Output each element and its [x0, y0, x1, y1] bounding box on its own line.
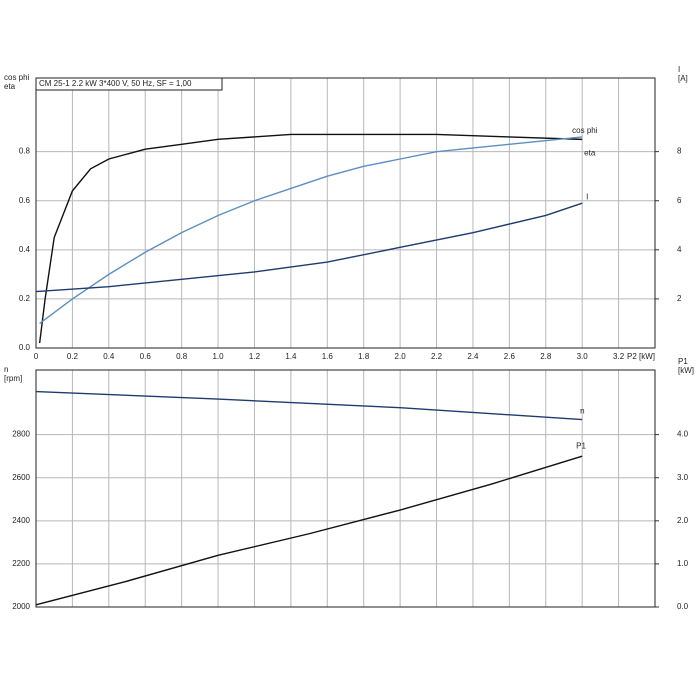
y2-tick-label: 6 [677, 196, 682, 205]
series-line [35, 455, 583, 606]
x-tick-label: 2.0 [395, 352, 407, 361]
series-label: n [580, 407, 584, 416]
y2-tick-label: 1.0 [677, 559, 689, 568]
y-axis-label: [rpm] [4, 374, 22, 383]
x-tick-label: 2.8 [540, 352, 552, 361]
y-tick-label: 0.4 [19, 245, 31, 254]
y2-axis-label: P1 [678, 357, 688, 366]
x-tick-label: 1.4 [285, 352, 297, 361]
series-label: eta [584, 148, 596, 157]
y2-tick-label: 2.0 [677, 516, 689, 525]
x-tick-label: 1.6 [322, 352, 334, 361]
series-label: cos phi [572, 126, 598, 135]
x-tick-label: 1.8 [358, 352, 370, 361]
y-axis-label: eta [4, 82, 16, 91]
y2-axis-label: [kW] [678, 366, 694, 375]
y-tick-label: 0.8 [19, 147, 31, 156]
legend-box [35, 77, 223, 91]
y2-tick-label: 0.0 [677, 602, 689, 611]
x-tick-label: 1.2 [249, 352, 261, 361]
y-axis-label: cos phi [4, 73, 30, 82]
y2-tick-label: 8 [677, 147, 682, 156]
x-tick-label: 2.4 [467, 352, 479, 361]
series-label: P1 [576, 441, 586, 450]
x-tick-label: 0.2 [67, 352, 79, 361]
y-tick-label: 2800 [12, 430, 30, 439]
y2-tick-label: 3.0 [677, 473, 689, 482]
y-tick-label: 2400 [12, 516, 30, 525]
y2-axis-label: I [678, 65, 680, 74]
x-tick-label: 2.6 [504, 352, 516, 361]
series-line [38, 133, 583, 344]
series-line [35, 390, 583, 421]
x-axis-label: P2 [kW] [627, 352, 655, 361]
y-tick-label: 2600 [12, 473, 30, 482]
x-tick-label: 0.4 [103, 352, 115, 361]
y-tick-label: 0.0 [19, 343, 31, 352]
y-tick-label: 2200 [12, 559, 30, 568]
y-tick-label: 2000 [12, 602, 30, 611]
x-tick-label: 3.0 [577, 352, 589, 361]
series-label: I [586, 192, 588, 201]
y-axis-label: n [4, 365, 8, 374]
x-tick-label: 2.2 [431, 352, 443, 361]
series-line [39, 136, 583, 325]
y-tick-label: 0.6 [19, 196, 31, 205]
plot-frame [35, 369, 656, 608]
legend-text: CM 25-1 2.2 kW 3*400 V, 50 Hz, SF = 1,00 [39, 79, 192, 88]
x-tick-label: 1.0 [212, 352, 224, 361]
y2-axis-label: [A] [678, 74, 688, 83]
series-line [35, 202, 583, 293]
y2-tick-label: 4.0 [677, 430, 689, 439]
y2-tick-label: 4 [677, 245, 682, 254]
x-tick-label: 0.6 [140, 352, 152, 361]
x-tick-label: 0.8 [176, 352, 188, 361]
plot-frame [35, 77, 656, 349]
y2-tick-label: 2 [677, 294, 682, 303]
y-tick-label: 0.2 [19, 294, 31, 303]
x-tick-label: 3.2 [613, 352, 625, 361]
x-tick-label: 0 [34, 352, 39, 361]
